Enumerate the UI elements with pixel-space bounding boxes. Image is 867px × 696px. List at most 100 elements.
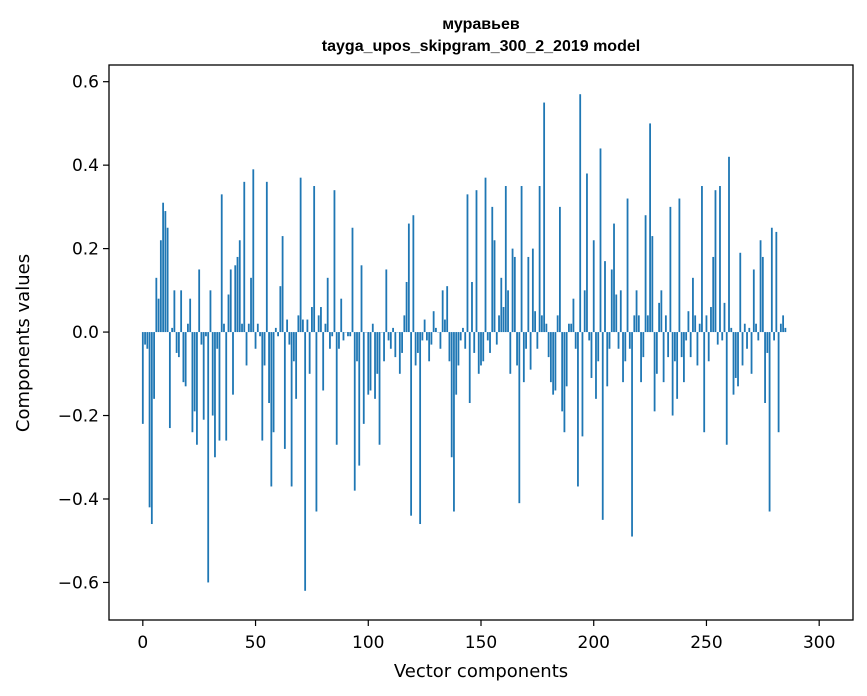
bar [513, 256, 516, 333]
bar [144, 332, 146, 345]
bar [752, 269, 755, 333]
y-tick-label: 0.2 [72, 240, 99, 260]
bar [701, 186, 703, 333]
bar [265, 181, 268, 333]
x-axis-label: Vector components [394, 661, 568, 682]
bar [425, 332, 428, 341]
bar [333, 190, 336, 333]
bar [371, 323, 374, 333]
bar [678, 198, 681, 333]
bar [241, 323, 243, 333]
bar [247, 323, 250, 333]
bar [299, 177, 302, 333]
bar [209, 290, 212, 333]
bar [166, 227, 169, 333]
bar [746, 332, 748, 349]
bar [655, 332, 658, 374]
bar [383, 332, 385, 362]
bar [277, 332, 279, 337]
bar [543, 102, 546, 333]
y-tick-label: −0.2 [58, 407, 99, 427]
x-tick-label: 250 [690, 633, 722, 653]
bar [207, 332, 210, 583]
bar [320, 307, 322, 333]
bar [779, 323, 782, 333]
bar [335, 332, 338, 445]
bar [243, 181, 246, 333]
y-tick-label: 0.6 [72, 73, 99, 93]
bar [315, 332, 318, 512]
bar [405, 281, 408, 333]
bar [673, 332, 676, 362]
bar [162, 202, 165, 333]
bar [662, 332, 665, 383]
bar [198, 269, 201, 333]
bar [191, 332, 194, 433]
bar [770, 227, 773, 333]
bar [649, 123, 651, 333]
bar [559, 206, 561, 333]
y-tick-label: −0.6 [58, 573, 99, 593]
bar [719, 186, 721, 333]
bar [419, 332, 422, 525]
bar [613, 223, 615, 333]
bar [522, 332, 525, 383]
bar [509, 332, 512, 374]
bar [164, 211, 167, 333]
bar [482, 332, 485, 362]
bar [250, 277, 252, 333]
x-tick-label: 100 [352, 633, 384, 653]
bar [245, 332, 248, 366]
bar [750, 332, 753, 374]
y-tick-label: −0.4 [58, 490, 99, 510]
bar [581, 332, 584, 437]
bar [651, 236, 654, 333]
bar [196, 332, 198, 445]
bar [653, 332, 656, 412]
bar [610, 269, 613, 333]
bar [534, 311, 537, 333]
bar [545, 323, 548, 333]
bar [421, 332, 424, 341]
bar [263, 332, 266, 366]
bar [317, 315, 320, 333]
bar [274, 327, 277, 333]
bar [168, 332, 171, 429]
bar [259, 332, 261, 337]
bar [570, 323, 573, 333]
bar [455, 332, 458, 395]
bar [721, 332, 724, 341]
bar [268, 332, 270, 404]
bar [568, 323, 570, 333]
bar [473, 332, 476, 353]
bar [504, 186, 507, 333]
bar [734, 332, 737, 378]
bar [518, 332, 521, 504]
y-axis-label: Components values [13, 254, 34, 432]
bar [394, 332, 397, 358]
bar [232, 332, 234, 395]
bar [295, 332, 298, 399]
bar [685, 332, 688, 341]
bar [477, 332, 480, 374]
bar [784, 327, 787, 333]
bar [676, 332, 679, 399]
bar [450, 332, 453, 458]
bar [347, 332, 349, 337]
bar [489, 332, 491, 353]
bar [205, 332, 207, 337]
bar [579, 94, 582, 333]
bar [304, 332, 307, 591]
bar [338, 332, 340, 349]
bar [171, 327, 174, 333]
bar [464, 332, 467, 349]
bar [597, 332, 600, 362]
bar [441, 290, 444, 333]
bar [214, 332, 216, 458]
bar [484, 177, 487, 333]
x-tick-label: 200 [578, 633, 610, 653]
bar [392, 327, 394, 333]
bar [223, 323, 225, 333]
bar [141, 332, 144, 424]
